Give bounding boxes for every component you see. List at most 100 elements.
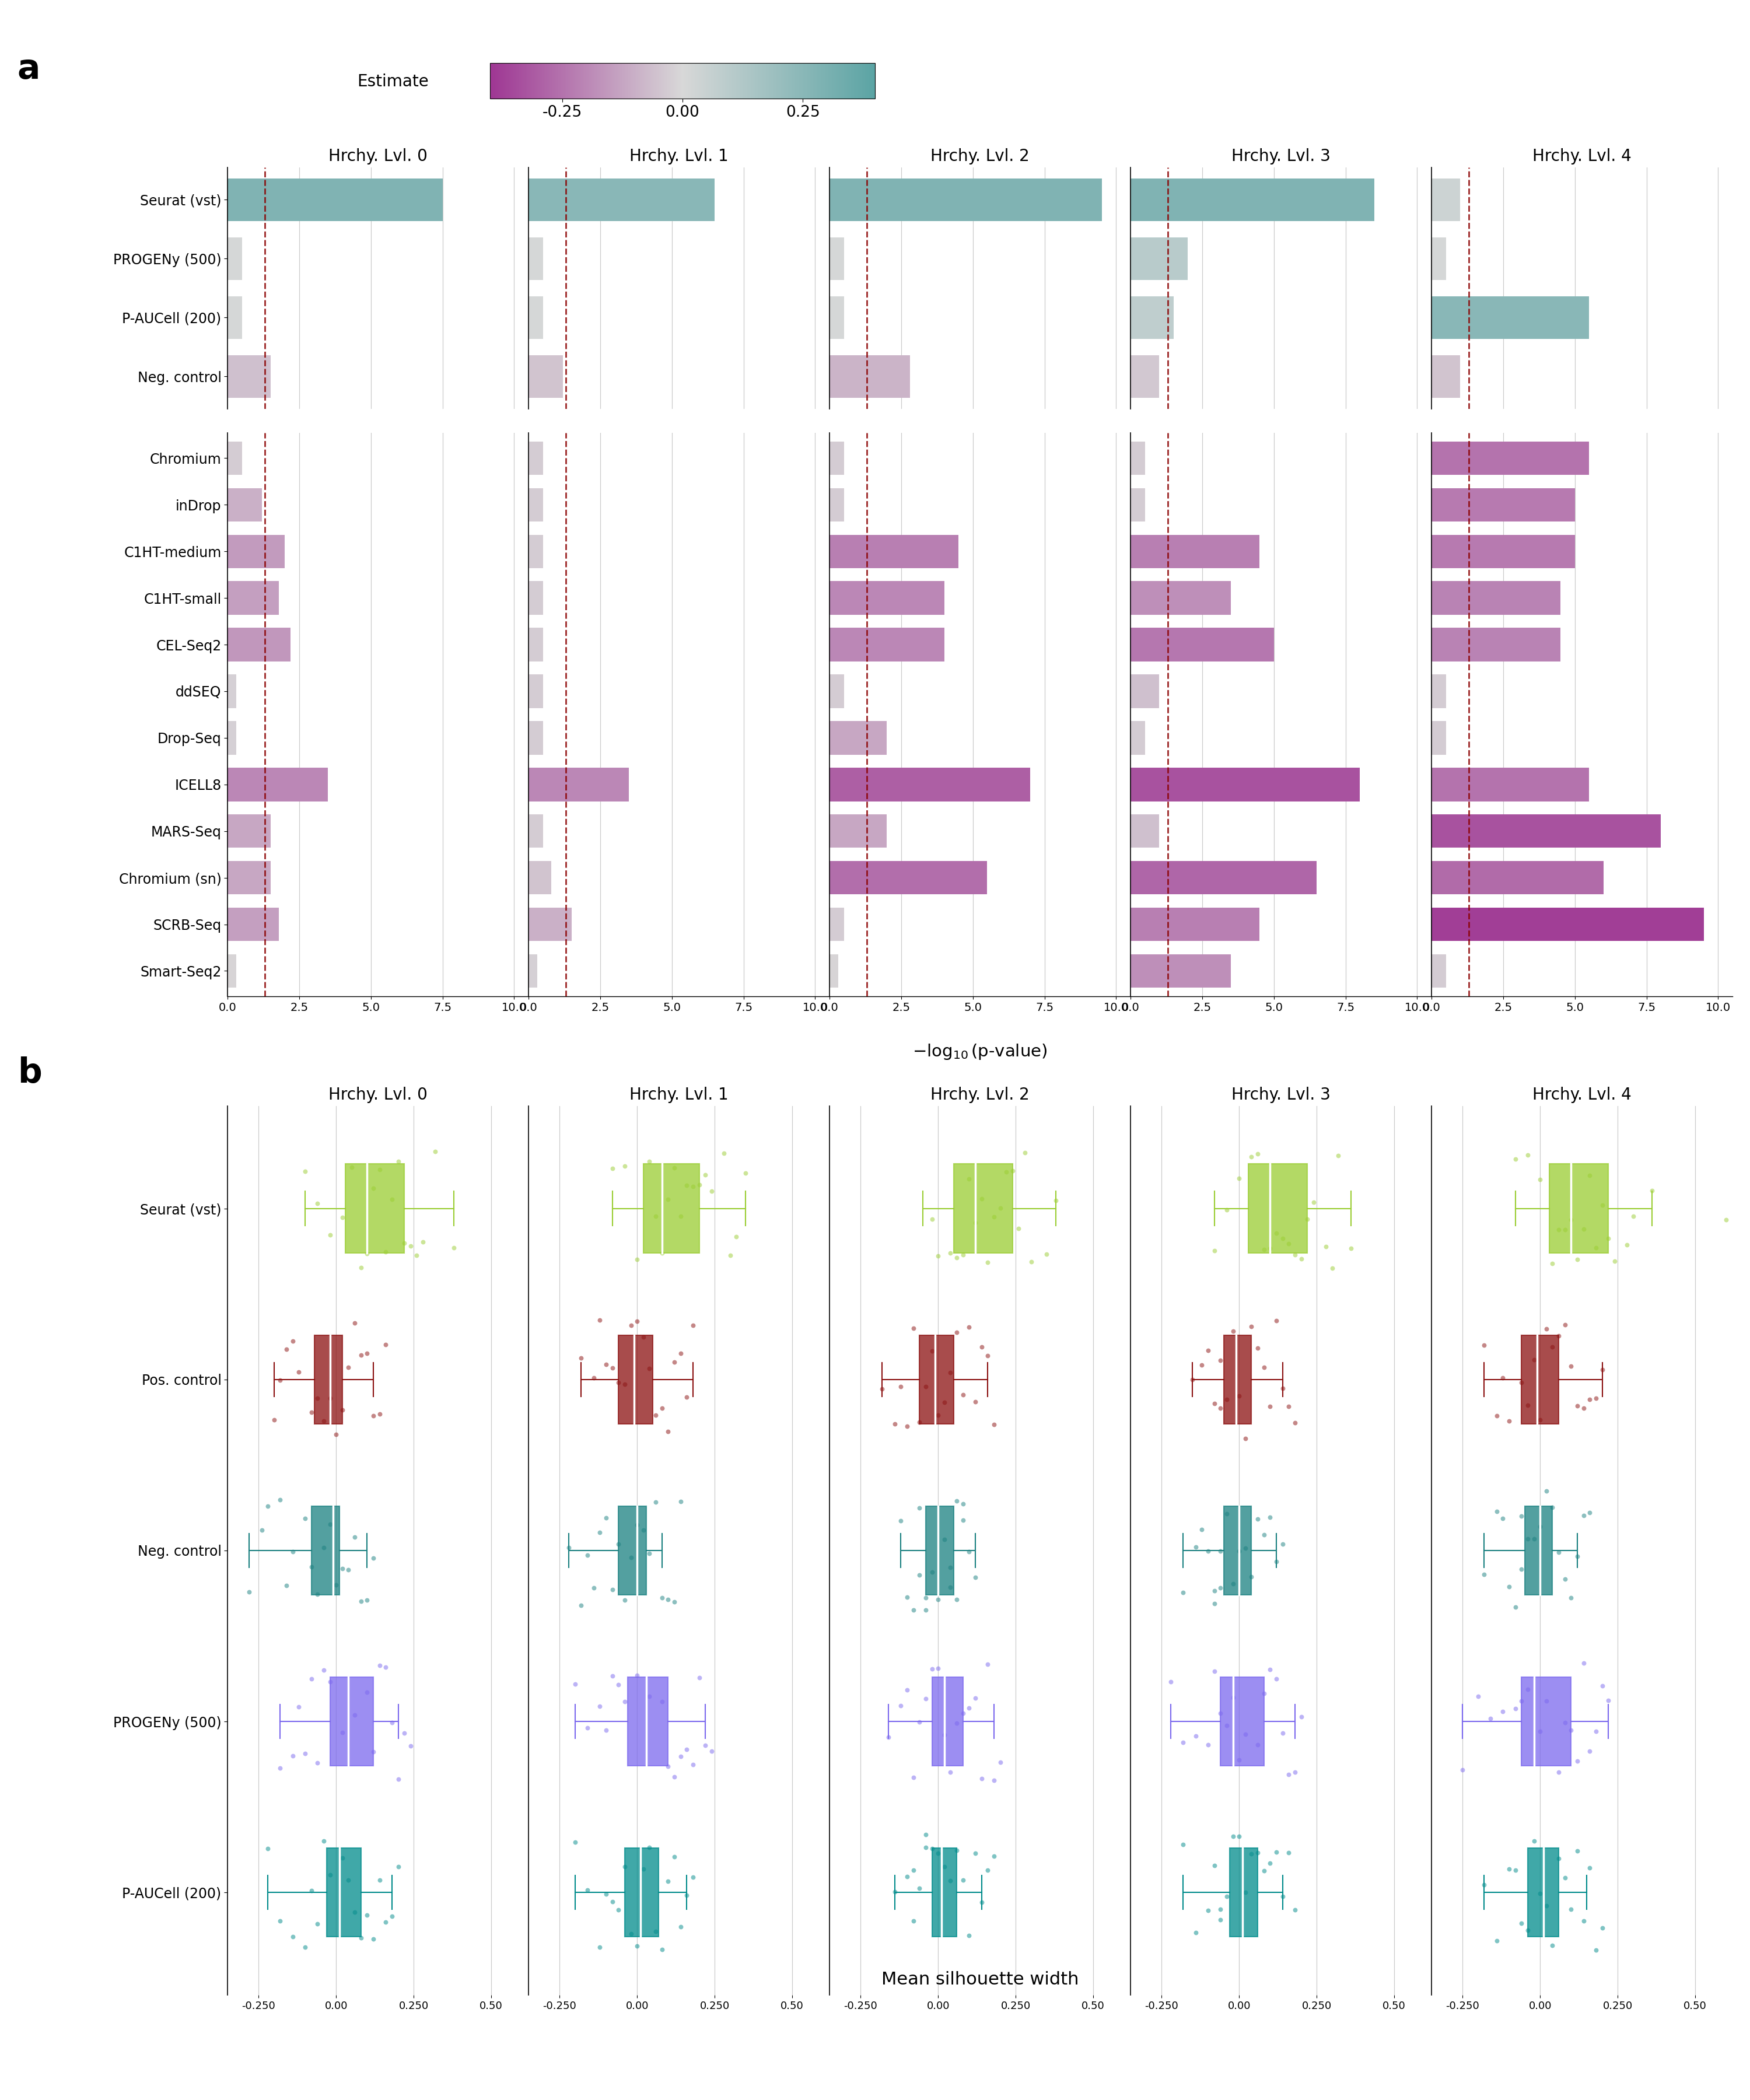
Point bbox=[654, 1182, 682, 1216]
Point bbox=[1200, 1848, 1228, 1882]
Point bbox=[322, 1569, 350, 1602]
Point bbox=[1538, 1247, 1566, 1281]
Point bbox=[936, 1756, 964, 1789]
Point bbox=[956, 1535, 984, 1569]
Point bbox=[660, 1760, 688, 1793]
Point bbox=[900, 1905, 928, 1938]
Title: Hrchy. Lvl. 2: Hrchy. Lvl. 2 bbox=[931, 147, 1029, 164]
Bar bbox=[528, 441, 542, 475]
Point bbox=[1281, 1892, 1309, 1926]
Point bbox=[1178, 1363, 1206, 1396]
Bar bbox=[628, 1678, 668, 1766]
Point bbox=[303, 1907, 331, 1940]
Point bbox=[1250, 1350, 1278, 1384]
Point bbox=[1269, 1880, 1297, 1913]
Point bbox=[1244, 1502, 1272, 1535]
Point bbox=[1281, 1756, 1309, 1789]
Point bbox=[298, 1873, 326, 1907]
Bar bbox=[618, 1336, 653, 1424]
Point bbox=[968, 1886, 996, 1919]
Point bbox=[1269, 1716, 1297, 1749]
Point bbox=[1582, 1934, 1610, 1968]
Point bbox=[1712, 1203, 1740, 1237]
Point bbox=[642, 1199, 670, 1233]
Point bbox=[390, 1226, 418, 1260]
Point bbox=[642, 1399, 670, 1432]
Point bbox=[905, 1705, 933, 1739]
Bar bbox=[1130, 536, 1260, 569]
Point bbox=[943, 1241, 971, 1275]
Point bbox=[592, 1502, 620, 1535]
Point bbox=[635, 1145, 663, 1178]
Point bbox=[1558, 1892, 1586, 1926]
Bar bbox=[528, 536, 542, 569]
Point bbox=[1262, 1216, 1290, 1249]
Point bbox=[346, 1586, 374, 1619]
Point bbox=[943, 1833, 971, 1867]
Point bbox=[1244, 1331, 1272, 1365]
Point bbox=[949, 1237, 977, 1270]
Bar bbox=[228, 861, 271, 895]
Point bbox=[931, 1522, 959, 1556]
Point bbox=[1470, 1327, 1498, 1361]
Point bbox=[936, 1865, 964, 1898]
Point bbox=[1256, 1233, 1284, 1266]
Point bbox=[1250, 1854, 1278, 1888]
Point bbox=[905, 1871, 933, 1905]
Point bbox=[1550, 1308, 1578, 1342]
Point bbox=[1262, 1304, 1290, 1338]
Point bbox=[1582, 1382, 1610, 1415]
Point bbox=[1274, 1226, 1302, 1260]
Point bbox=[1533, 1474, 1561, 1508]
Point bbox=[1482, 1924, 1510, 1957]
Point bbox=[698, 1174, 726, 1207]
Point bbox=[354, 1336, 382, 1369]
Point bbox=[574, 1712, 602, 1745]
Point bbox=[1614, 1228, 1641, 1262]
Point bbox=[1232, 1531, 1260, 1564]
Bar bbox=[644, 1163, 700, 1254]
Point bbox=[303, 1577, 331, 1611]
Point bbox=[322, 1418, 350, 1451]
Bar bbox=[228, 355, 271, 397]
Bar bbox=[528, 582, 542, 615]
Bar bbox=[830, 674, 844, 708]
Point bbox=[732, 1157, 760, 1191]
Point bbox=[1575, 1159, 1603, 1193]
Point bbox=[385, 1762, 413, 1796]
Point bbox=[630, 1514, 658, 1548]
Bar bbox=[830, 441, 844, 475]
Point bbox=[341, 1520, 369, 1554]
Bar bbox=[528, 769, 628, 802]
Point bbox=[1169, 1827, 1197, 1861]
Bar bbox=[228, 815, 271, 848]
Point bbox=[892, 1861, 921, 1894]
Point bbox=[1545, 1842, 1573, 1875]
Point bbox=[660, 1151, 688, 1184]
Point bbox=[1538, 1928, 1566, 1961]
Bar bbox=[1248, 1163, 1307, 1254]
Point bbox=[1256, 1653, 1284, 1686]
Point bbox=[1032, 1237, 1060, 1270]
Point bbox=[354, 1676, 382, 1709]
Point bbox=[936, 1571, 964, 1604]
Point bbox=[1589, 1670, 1617, 1703]
Point bbox=[949, 1504, 977, 1537]
Point bbox=[592, 1714, 620, 1747]
Point bbox=[968, 1762, 996, 1796]
Point bbox=[987, 1191, 1015, 1224]
Point bbox=[1538, 1329, 1566, 1363]
Bar bbox=[1230, 1848, 1258, 1936]
Point bbox=[672, 1380, 700, 1413]
Bar bbox=[1130, 861, 1316, 895]
Point bbox=[956, 1161, 984, 1195]
Bar bbox=[327, 1848, 360, 1936]
Bar bbox=[830, 536, 959, 569]
Point bbox=[961, 1560, 989, 1594]
Point bbox=[1533, 1312, 1561, 1346]
Point bbox=[266, 1751, 294, 1785]
Point bbox=[359, 1399, 387, 1432]
Bar bbox=[528, 178, 714, 220]
Point bbox=[980, 1199, 1008, 1233]
Point bbox=[660, 1346, 688, 1380]
